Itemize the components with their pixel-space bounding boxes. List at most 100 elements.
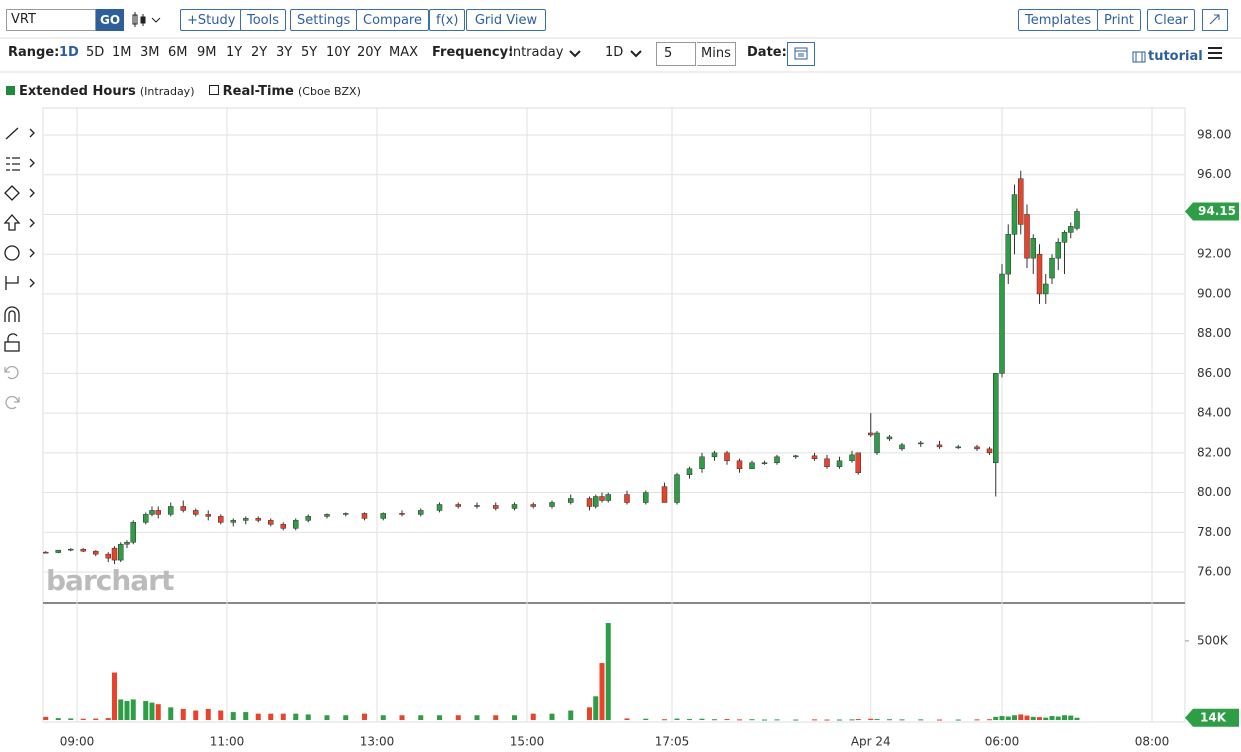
- period[interactable]: 1D: [605, 45, 624, 60]
- volume-bar: [243, 712, 249, 720]
- y-tick-label: 96.00: [1197, 167, 1231, 181]
- range-option[interactable]: 10Y: [326, 45, 351, 60]
- candle-body: [918, 442, 924, 445]
- candle-body: [849, 454, 855, 462]
- volume-bar: [168, 707, 174, 720]
- tutorial-icon[interactable]: [1132, 50, 1146, 64]
- candle-body: [1036, 253, 1043, 295]
- volume-bar: [737, 719, 742, 721]
- range-option[interactable]: 1D: [59, 45, 79, 60]
- legend-extended-note: (Intraday): [139, 85, 195, 98]
- tutorial-link[interactable]: tutorial: [1148, 49, 1203, 64]
- last-volume-label: 14K: [1200, 710, 1227, 724]
- volume-bar: [230, 712, 236, 720]
- candle-body: [380, 513, 386, 519]
- candle-body: [886, 436, 893, 440]
- candle-body: [305, 516, 311, 521]
- x-tick-label: 13:00: [360, 735, 395, 749]
- volume-bar: [43, 716, 49, 720]
- candle-body: [749, 462, 755, 469]
- volume-bar: [993, 716, 999, 720]
- toolbar-button[interactable]: Grid View: [466, 9, 546, 31]
- realtime-swatch[interactable]: [208, 85, 219, 95]
- volume-bar: [130, 699, 136, 720]
- candle-body: [530, 504, 536, 507]
- volume-bar: [955, 719, 961, 721]
- go-button[interactable]: GO: [96, 9, 124, 31]
- volume-bar: [530, 713, 536, 720]
- legend-realtime: Real-Time: [222, 84, 294, 99]
- chart-type-icon[interactable]: [130, 11, 164, 29]
- toolbar-button[interactable]: Tools: [240, 9, 287, 31]
- range-option[interactable]: 3M: [140, 45, 160, 60]
- candle-body: [268, 520, 274, 525]
- x-tick-label: Apr 24: [851, 735, 891, 749]
- candle-body: [155, 510, 161, 515]
- candle-body: [568, 498, 574, 503]
- x-tick-label: 06:00: [985, 735, 1020, 749]
- drawing-tools[interactable]: [3, 127, 35, 410]
- range-option[interactable]: 5D: [86, 45, 105, 60]
- range-option[interactable]: 9M: [197, 45, 217, 60]
- candle-body: [661, 486, 668, 503]
- volume-bar: [974, 719, 980, 721]
- candle-body: [280, 524, 286, 529]
- interval-input[interactable]: 5: [656, 42, 696, 66]
- candle-body: [343, 513, 349, 515]
- volume-bar: [605, 623, 611, 720]
- range-option[interactable]: 6M: [168, 45, 188, 60]
- candle-body: [399, 513, 405, 515]
- fullscreen-button[interactable]: [1202, 9, 1228, 31]
- candle-body: [624, 494, 630, 503]
- candle-body: [130, 522, 136, 543]
- candle-body: [1061, 232, 1068, 243]
- toolbar-button[interactable]: Compare: [356, 9, 429, 31]
- range-option[interactable]: 1Y: [226, 45, 243, 60]
- toolbar-button[interactable]: Print: [1097, 9, 1141, 31]
- range-option[interactable]: MAX: [389, 45, 419, 60]
- symbol-input[interactable]: VRT: [6, 9, 96, 31]
- range-option[interactable]: 20Y: [357, 45, 382, 60]
- volume-bar: [874, 719, 880, 721]
- volume-bar: [918, 719, 924, 721]
- candle-body: [686, 468, 693, 475]
- volume-bar: [324, 715, 330, 720]
- volume-bar: [55, 718, 61, 720]
- toolbar-button[interactable]: Templates: [1018, 9, 1099, 31]
- volume-bar: [1005, 716, 1011, 720]
- volume-bar: [887, 719, 892, 721]
- range-option[interactable]: 3Y: [276, 45, 293, 60]
- range-option[interactable]: 2Y: [251, 45, 268, 60]
- volume-bar: [105, 718, 111, 720]
- volume-bar: [593, 696, 599, 720]
- date-button[interactable]: [787, 42, 815, 66]
- toolbar-button[interactable]: +Study: [180, 9, 243, 31]
- extended-swatch[interactable]: [6, 86, 15, 95]
- frequency[interactable]: Intraday: [509, 45, 564, 60]
- toolbar-button[interactable]: Clear: [1147, 9, 1195, 31]
- volume-bar: [399, 715, 405, 720]
- watermark: barchart: [46, 564, 174, 597]
- volume-bar: [1037, 717, 1042, 720]
- volume-bar: [512, 715, 517, 720]
- range-option[interactable]: 5Y: [301, 45, 318, 60]
- candle-body: [293, 520, 299, 529]
- volume-bar: [155, 704, 161, 720]
- candle-body: [1011, 194, 1018, 235]
- toolbar-button[interactable]: Settings: [290, 9, 358, 31]
- candle-body: [511, 504, 518, 509]
- volume-bar: [205, 708, 211, 720]
- volume-bar: [899, 719, 905, 721]
- menu-icon[interactable]: [1207, 46, 1223, 60]
- volume-bar: [699, 718, 705, 720]
- volume-bar: [549, 713, 555, 720]
- x-tick-label: 15:00: [510, 735, 545, 749]
- volume-bar: [662, 719, 667, 721]
- candle-body: [868, 432, 874, 436]
- range-option[interactable]: 1M: [112, 45, 132, 60]
- candle-body: [118, 543, 124, 561]
- volume-bar: [868, 718, 874, 720]
- toolbar-button[interactable]: f(x): [429, 9, 466, 31]
- volume-bar: [293, 713, 299, 720]
